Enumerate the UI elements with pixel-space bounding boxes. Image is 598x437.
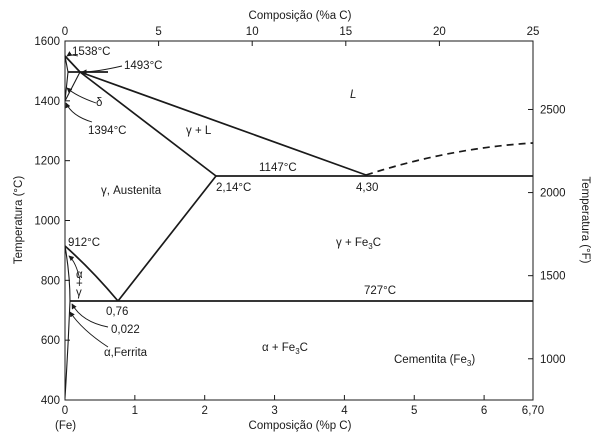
region-gamma-liquid: γ + L: [186, 125, 212, 137]
top-axis-ticks: 0 5 10 15 20 25: [62, 26, 540, 46]
region-ferrite: α,Ferrita: [104, 347, 148, 359]
region-alpha-gamma-alpha: α: [76, 269, 83, 281]
liquidus-line: [64, 55, 367, 176]
left-tick-label: 400: [41, 395, 60, 407]
bottom-axis-origin-note: (Fe): [55, 420, 76, 432]
label-1538c: 1538°C: [72, 46, 111, 58]
bottom-tick-label: 6,70: [522, 405, 544, 417]
arrow-1538: [66, 51, 79, 57]
arrow-1394: [65, 102, 93, 123]
delta-gamma-boundary: [64, 71, 81, 102]
region-liquid: L: [350, 89, 356, 101]
right-axis-ticks: 1000 1500 2000 2500: [528, 104, 566, 366]
top-tick-label: 20: [433, 26, 446, 38]
label-0022: 0,022: [111, 324, 140, 336]
ferrite-solvus-line: [64, 300, 71, 399]
region-delta: δ: [96, 97, 102, 109]
region-gamma-cementite-sub: 3: [368, 242, 373, 251]
left-tick-label: 1600: [34, 36, 60, 48]
bottom-tick-label: 6: [481, 405, 487, 417]
bottom-axis-ticks: 0 1 2 3 4 5 6 6,70: [62, 395, 544, 417]
right-tick-label: 1500: [540, 271, 566, 283]
region-austenite: γ, Austenita: [101, 185, 162, 197]
top-tick-label: 15: [339, 26, 352, 38]
right-tick-label: 2000: [540, 188, 566, 200]
bottom-tick-label: 4: [341, 405, 348, 417]
left-tick-label: 1000: [34, 216, 60, 228]
top-tick-label: 0: [62, 26, 68, 38]
region-cementite-text: Cementita (Fe: [394, 354, 467, 366]
region-gamma-cementite-tail: C: [373, 237, 381, 249]
arrow-ferrite: [69, 311, 109, 348]
arrow-alpha-gamma: [68, 255, 81, 281]
a3-line: [64, 245, 119, 302]
arrow-delta: [66, 87, 97, 104]
top-axis-title: Composição (%a C): [249, 10, 352, 22]
region-cementite: Cementita (Fe3): [394, 354, 475, 368]
bottom-axis-title: Composição (%p C): [249, 420, 352, 432]
label-912c: 912°C: [68, 237, 100, 249]
bottom-tick-label: 3: [271, 405, 277, 417]
delta-solidus-line: [64, 55, 69, 102]
bottom-tick-label: 1: [132, 405, 138, 417]
region-alpha-cementite: α + Fe3C: [262, 342, 308, 356]
label-1493c: 1493°C: [124, 60, 163, 72]
arrow-0022: [71, 303, 109, 328]
top-tick-label: 10: [246, 26, 259, 38]
top-tick-label: 5: [155, 26, 161, 38]
label-076: 0,76: [106, 306, 128, 318]
right-tick-label: 1000: [540, 354, 566, 366]
label-727c: 727°C: [364, 285, 396, 297]
label-214: 2,14°C: [216, 182, 251, 194]
liquidus-dashed-line: [365, 142, 534, 176]
alpha-gamma-left-boundary: [64, 245, 71, 302]
left-tick-label: 1200: [34, 156, 60, 168]
label-1394c: 1394°C: [88, 125, 127, 137]
left-axis-ticks: 400 600 800 1000 1200 1400 1600: [34, 36, 70, 407]
region-gamma-cementite: γ + Fe3C: [336, 237, 381, 251]
arrow-1493: [81, 65, 123, 75]
bottom-tick-label: 5: [411, 405, 417, 417]
region-alpha-gamma-gamma: γ: [76, 287, 82, 299]
label-1147c: 1147°C: [259, 162, 297, 174]
left-tick-label: 1400: [34, 96, 60, 108]
phase-boundaries: [64, 55, 534, 399]
left-tick-label: 800: [41, 275, 60, 287]
region-cementite-sub: 3: [467, 359, 472, 368]
region-alpha-cementite-text: α + Fe: [262, 342, 295, 354]
left-axis-title: Temperatura (°C): [13, 176, 25, 264]
bottom-tick-label: 0: [62, 405, 68, 417]
acm-solvus-line: [117, 175, 217, 302]
left-tick-label: 600: [41, 335, 60, 347]
right-axis-title: Temperatura (°F): [579, 176, 591, 263]
region-alpha-cementite-tail: C: [300, 342, 308, 354]
region-alpha-gamma-plus: +: [76, 278, 83, 290]
top-tick-label: 25: [527, 26, 540, 38]
region-cementite-close: ): [471, 354, 475, 366]
label-430: 4,30: [356, 182, 378, 194]
region-gamma-cementite-text: γ + Fe: [336, 237, 368, 249]
austenite-solidus-line: [79, 71, 217, 177]
annotation-arrows: [65, 51, 123, 348]
bottom-tick-label: 2: [201, 405, 207, 417]
region-alpha-cementite-sub: 3: [295, 347, 300, 356]
right-tick-label: 2500: [540, 104, 566, 116]
